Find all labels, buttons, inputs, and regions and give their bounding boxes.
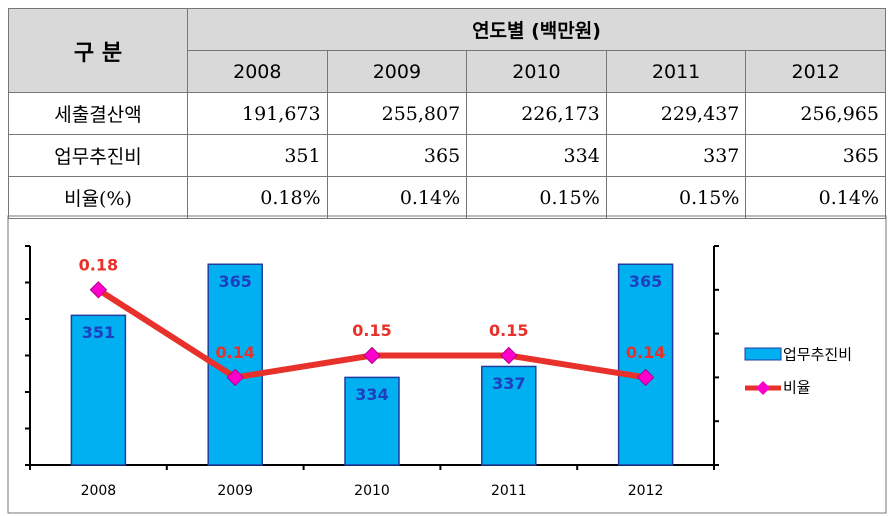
cell: 365 xyxy=(745,134,886,177)
x-tick-label: 2010 xyxy=(354,483,390,499)
cell: 0.15% xyxy=(466,176,607,219)
cell: 351 xyxy=(187,134,328,177)
year-header: 2012 xyxy=(745,50,886,93)
x-tick-label: 2011 xyxy=(491,483,527,499)
bar-label: 334 xyxy=(355,385,388,404)
cell: 255,807 xyxy=(326,92,468,135)
x-tick-label: 2012 xyxy=(628,483,664,499)
header-label: 구 분 xyxy=(8,8,188,93)
x-tick-label: 2008 xyxy=(81,483,117,499)
ratio-marker xyxy=(226,368,244,387)
year-header: 2009 xyxy=(326,50,468,93)
header-group: 연도별 (백만원) xyxy=(187,8,886,51)
bar xyxy=(617,263,674,466)
year-header: 2010 xyxy=(466,50,607,93)
bar xyxy=(70,314,127,466)
ratio-marker xyxy=(89,281,108,299)
bar xyxy=(344,376,400,466)
cell: 0.15% xyxy=(605,176,747,219)
ratio-label: 0.15 xyxy=(352,321,391,340)
x-tick-label: 2009 xyxy=(217,483,253,499)
bar-label: 351 xyxy=(82,323,115,342)
bar-label: 365 xyxy=(218,272,251,291)
cell: 229,437 xyxy=(605,92,747,135)
ratio-label: 0.15 xyxy=(489,321,528,340)
cell: 0.14% xyxy=(326,176,468,219)
cell: 256,965 xyxy=(745,92,886,135)
ratio-label: 0.14 xyxy=(215,343,254,362)
row-label: 업무추진비 xyxy=(8,134,188,177)
ratio-marker xyxy=(363,346,381,365)
cell: 0.14% xyxy=(745,176,886,219)
cell: 226,173 xyxy=(466,92,607,135)
table-row: 비율(%) 0.18% 0.14% 0.15% 0.15% 0.14% xyxy=(8,176,886,219)
legend-label: 비율 xyxy=(783,379,811,397)
cell: 365 xyxy=(326,134,468,177)
bar-label: 337 xyxy=(492,374,525,393)
ratio-label: 0.14 xyxy=(626,343,665,362)
chart-frame xyxy=(7,215,887,514)
row-label: 비율(%) xyxy=(8,176,188,219)
bar xyxy=(481,365,537,466)
cell: 337 xyxy=(605,134,747,177)
year-header: 2011 xyxy=(605,50,747,93)
row-label: 세출결산액 xyxy=(8,92,188,135)
ratio-marker xyxy=(500,346,518,365)
data-table: 구 분 연도별 (백만원) 2008 2009 2010 2011 2012 세출결산액… xyxy=(8,8,886,219)
legend-label: 업무추진비 xyxy=(783,346,852,364)
table-row: 세출결산액 191,673 255,807 226,173 229,437 256,965 xyxy=(8,92,886,135)
legend-marker xyxy=(756,381,770,395)
ratio-label: 0.18 xyxy=(79,255,118,274)
legend-swatch xyxy=(744,347,782,361)
cell: 0.18% xyxy=(187,176,328,219)
bar-label: 365 xyxy=(629,272,662,291)
ratio-marker xyxy=(636,368,655,387)
